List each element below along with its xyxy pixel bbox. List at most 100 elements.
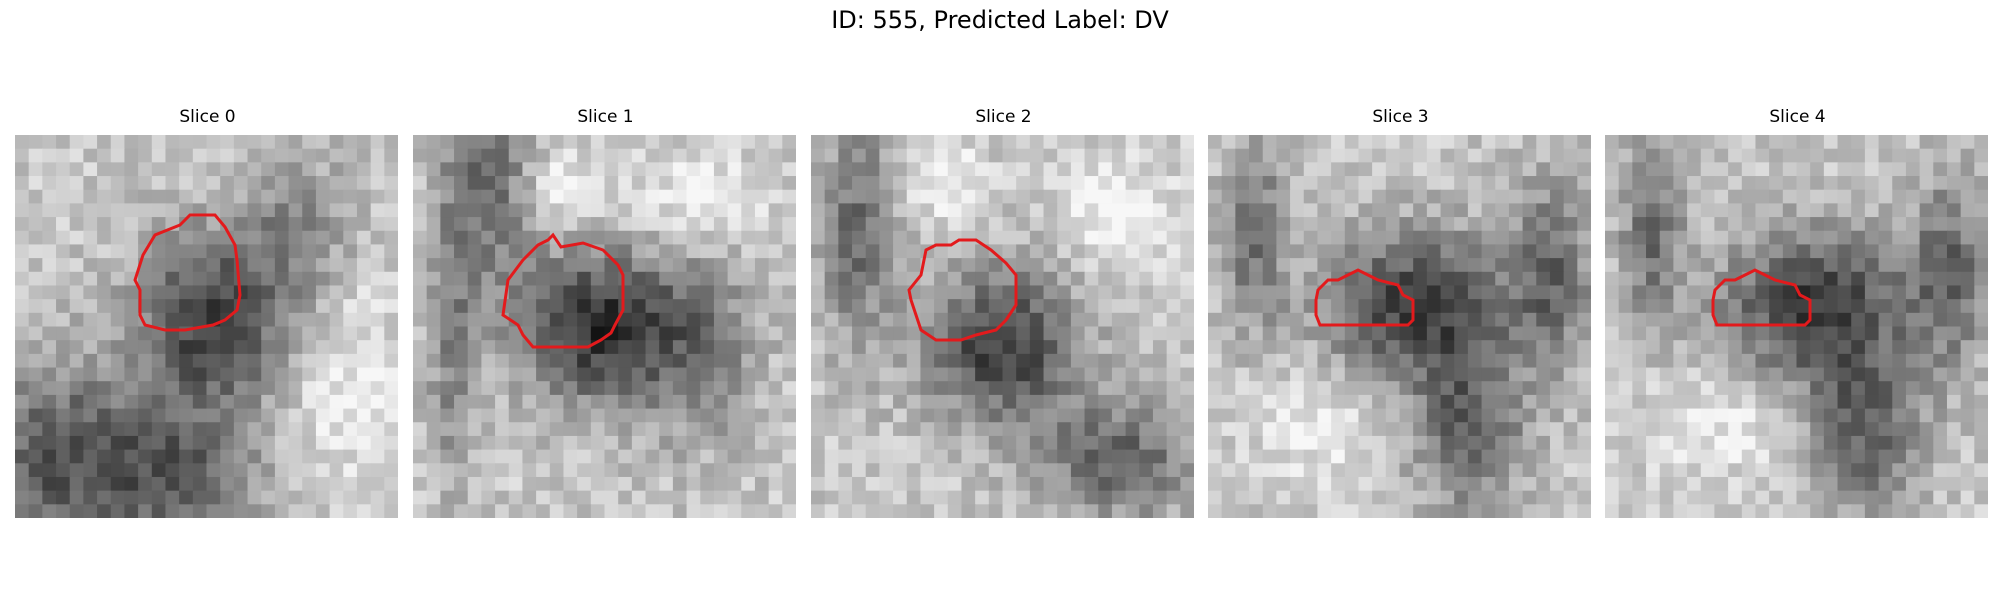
pixel	[1508, 176, 1524, 191]
pixel	[1426, 504, 1442, 518]
pixel	[413, 476, 428, 492]
pixel	[124, 162, 139, 177]
pixel	[618, 367, 633, 382]
pixel	[1152, 367, 1168, 382]
pixel	[838, 285, 853, 300]
pixel	[1002, 189, 1017, 204]
pixel	[467, 312, 482, 328]
pixel	[1549, 230, 1565, 246]
pixel	[947, 490, 963, 505]
pixel	[1016, 353, 1031, 369]
pixel	[590, 217, 606, 232]
pixel	[1673, 463, 1688, 478]
pixel	[1577, 490, 1591, 505]
pixel	[686, 449, 701, 464]
pixel	[549, 299, 565, 314]
pixel	[302, 435, 317, 451]
pixel	[1946, 353, 1962, 369]
pixel	[1317, 162, 1332, 177]
pixel	[440, 435, 455, 451]
panel-title-slice-0: Slice 0	[179, 107, 236, 127]
pixel	[754, 326, 770, 341]
pixel	[1317, 135, 1332, 150]
pixel	[1741, 340, 1757, 355]
pixel	[920, 340, 935, 355]
pixel	[508, 353, 524, 369]
pixel	[754, 504, 770, 518]
pixel	[577, 258, 592, 273]
pixel	[713, 435, 729, 451]
pixel	[1673, 312, 1688, 328]
pixel	[1070, 189, 1086, 204]
pixel	[1796, 217, 1811, 232]
pixel	[1290, 449, 1305, 464]
pixel	[618, 230, 633, 246]
pixel	[934, 258, 949, 273]
pixel	[15, 258, 30, 273]
pixel	[1043, 312, 1058, 328]
pixel	[83, 463, 98, 478]
pixel	[1303, 258, 1319, 273]
pixel	[1796, 367, 1811, 382]
pixel	[1057, 435, 1072, 451]
pixel	[1208, 408, 1223, 423]
pixel	[1659, 312, 1674, 328]
pixel	[1837, 258, 1852, 273]
pixel	[1646, 394, 1661, 410]
pixel	[1769, 367, 1784, 382]
pixel	[1084, 230, 1099, 246]
pixel	[1139, 230, 1154, 246]
pixel	[343, 299, 358, 314]
pixel	[370, 490, 385, 505]
pixel	[934, 449, 949, 464]
pixel	[315, 217, 331, 232]
pixel	[28, 449, 43, 464]
pixel	[1960, 189, 1975, 204]
pixel	[124, 189, 139, 204]
pixel	[1440, 381, 1455, 396]
pixel	[1016, 422, 1031, 437]
pixel	[1960, 312, 1975, 328]
pixel	[315, 381, 331, 396]
pixel	[1358, 353, 1373, 369]
pixel	[1605, 463, 1620, 478]
pixel	[1508, 312, 1524, 328]
pixel	[1632, 135, 1647, 150]
pixel	[1919, 408, 1934, 423]
pixel	[713, 422, 729, 437]
pixel	[1687, 408, 1702, 423]
pixel	[659, 203, 674, 218]
pixel	[577, 271, 592, 287]
pixel	[343, 176, 358, 191]
pixel	[220, 203, 235, 218]
pixel	[768, 353, 783, 369]
pixel	[1700, 340, 1716, 355]
pixel	[1549, 394, 1565, 410]
pixel	[1317, 504, 1332, 518]
pixel	[1933, 435, 1948, 451]
pixel	[1111, 271, 1127, 287]
pixel	[906, 271, 922, 287]
pixel	[975, 299, 990, 314]
pixel	[1180, 162, 1194, 177]
pixel	[975, 162, 990, 177]
pixel	[1331, 203, 1346, 218]
pixel	[1290, 285, 1305, 300]
pixel	[727, 476, 742, 492]
pixel	[384, 299, 398, 314]
pixel	[672, 189, 688, 204]
pixel	[577, 326, 592, 341]
pixel	[1563, 148, 1578, 163]
pixel	[28, 203, 43, 218]
pixel	[192, 408, 208, 423]
pixel	[1303, 271, 1319, 287]
pixel	[356, 381, 372, 396]
pixel	[1892, 381, 1907, 396]
pixel	[384, 148, 398, 163]
pixel	[988, 449, 1004, 464]
pixel	[83, 312, 98, 328]
pixel	[1577, 504, 1591, 518]
pixel	[467, 422, 482, 437]
pixel	[824, 504, 839, 518]
pixel	[1577, 340, 1591, 355]
